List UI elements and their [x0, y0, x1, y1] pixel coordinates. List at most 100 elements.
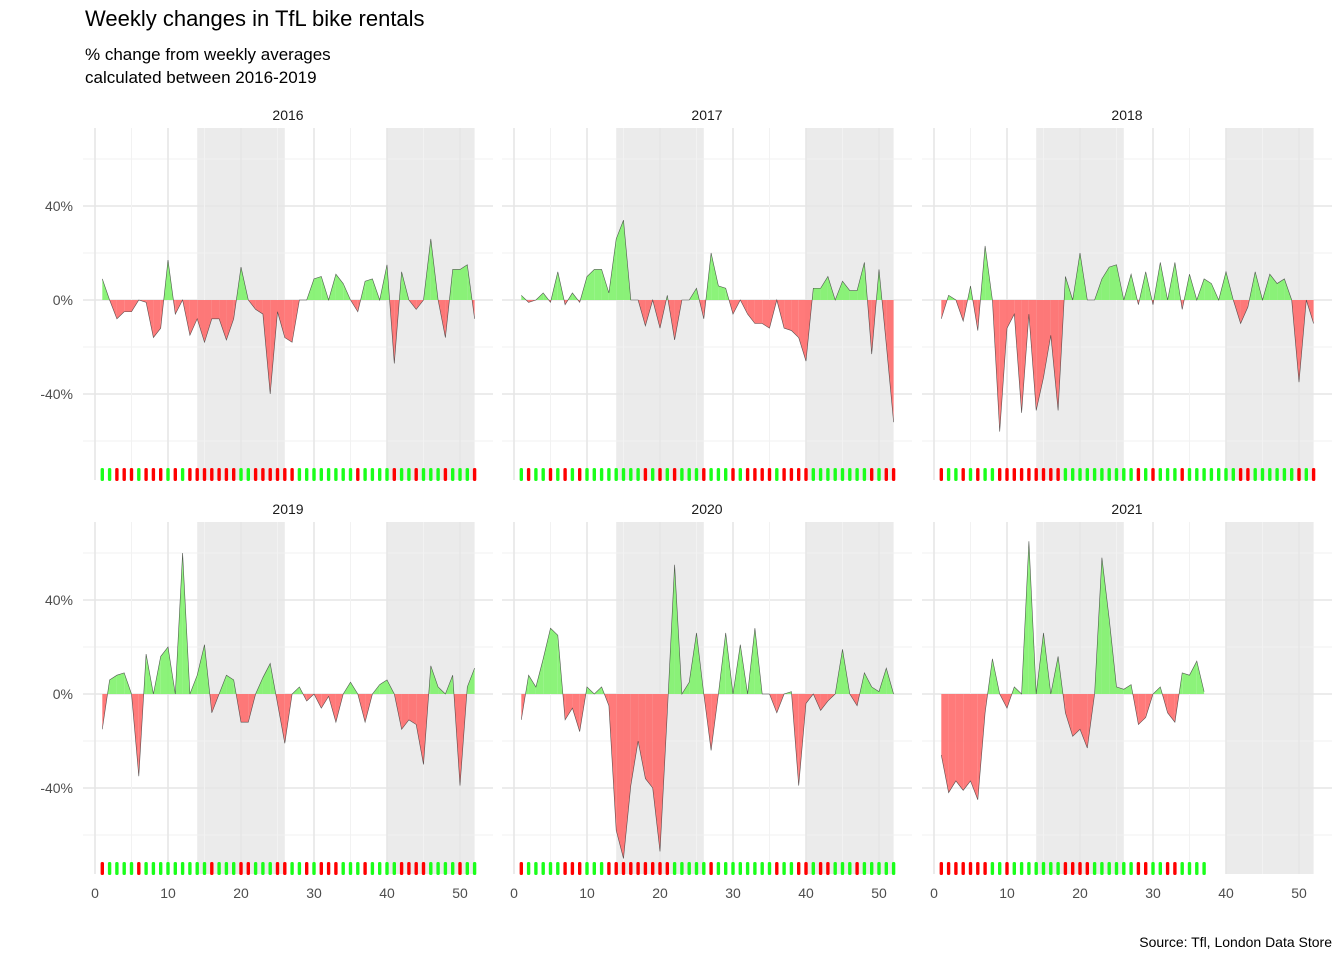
area-positive — [109, 675, 117, 694]
rug-tick — [1071, 468, 1075, 481]
rug-tick — [621, 468, 626, 481]
rug-tick — [968, 468, 973, 481]
area-negative — [1072, 694, 1080, 737]
rug-tick — [151, 862, 156, 875]
rug-tick — [1297, 468, 1301, 481]
area-negative — [784, 300, 792, 331]
rug-tick — [745, 468, 750, 481]
rug-tick — [563, 468, 567, 481]
rug-tick — [180, 468, 185, 481]
rug-tick — [224, 468, 229, 481]
area-positive — [601, 269, 609, 300]
rug-tick — [1078, 468, 1082, 481]
rug-tick — [939, 468, 943, 481]
area-positive — [813, 288, 821, 300]
x-tick-label: 30 — [1145, 885, 1161, 901]
rug-tick — [636, 468, 640, 481]
area-negative — [277, 694, 285, 744]
rug-tick — [472, 468, 477, 481]
rug-tick — [548, 862, 553, 875]
rug-tick — [1114, 862, 1119, 875]
rug-tick — [399, 468, 404, 481]
rug-tick — [665, 468, 669, 481]
rug-tick — [261, 468, 265, 481]
rug-tick — [348, 468, 353, 481]
rug-tick — [614, 862, 618, 875]
rug-tick — [961, 862, 965, 875]
panel-title: 2020 — [691, 501, 722, 517]
rug-tick — [983, 468, 987, 481]
rug-tick — [122, 468, 126, 481]
rug-tick — [137, 468, 141, 481]
x-tick-label: 20 — [1072, 885, 1088, 901]
series-line — [941, 541, 1205, 800]
rug-tick — [1282, 468, 1287, 481]
area-negative — [565, 694, 573, 720]
rug-tick — [188, 862, 192, 875]
rug-tick — [202, 862, 207, 875]
area-positive — [262, 663, 271, 694]
rug-tick — [1304, 468, 1308, 481]
rug-tick — [407, 468, 411, 481]
area-positive — [616, 220, 624, 300]
area-positive — [864, 672, 872, 694]
area-positive — [1123, 684, 1132, 694]
rug-tick — [1092, 468, 1097, 481]
rug-tick — [643, 468, 648, 481]
rug-tick — [891, 468, 896, 481]
rug-tick — [789, 468, 794, 481]
rug-tick — [1187, 468, 1192, 481]
area-negative — [1036, 300, 1044, 411]
rug-tick — [709, 862, 713, 875]
area-negative — [116, 300, 125, 319]
series-line — [102, 552, 475, 786]
rug-tick — [578, 468, 582, 481]
rug-tick — [385, 468, 389, 481]
rug-tick — [378, 468, 382, 481]
rug-tick — [210, 468, 214, 481]
rug-tick — [1173, 862, 1177, 875]
rug-tick — [804, 862, 808, 875]
rug-tick — [848, 862, 852, 875]
rug-tick — [607, 468, 611, 481]
series-line — [941, 245, 1314, 432]
rug-tick — [782, 468, 786, 481]
area-positive — [1101, 557, 1110, 694]
rug-tick — [811, 862, 815, 875]
rug-tick — [519, 862, 523, 875]
rug-tick — [1180, 468, 1184, 481]
area-positive — [849, 290, 858, 300]
rug-tick — [1238, 468, 1243, 481]
x-tick-label: 10 — [999, 885, 1015, 901]
rug-tick — [818, 862, 823, 875]
rug-tick — [946, 468, 951, 481]
rug-tick — [1063, 468, 1068, 481]
area-negative — [977, 694, 986, 800]
area-positive — [528, 675, 536, 694]
rug-tick — [954, 862, 958, 875]
rug-tick — [1012, 468, 1016, 481]
rug-tick — [862, 862, 867, 875]
area-negative — [124, 300, 132, 312]
rug-tick — [621, 862, 626, 875]
shaded-region — [387, 128, 475, 480]
rug-tick — [129, 862, 134, 875]
area-negative — [1007, 300, 1015, 329]
rug-tick — [1136, 862, 1141, 875]
rug-tick — [848, 468, 852, 481]
area-positive — [1109, 264, 1117, 300]
rug-tick — [592, 862, 596, 875]
rug-tick — [998, 468, 1002, 481]
rug-tick — [990, 468, 995, 481]
rug-tick — [443, 862, 448, 875]
rug-tick — [811, 468, 815, 481]
rug-tick — [556, 468, 560, 481]
area-positive — [594, 269, 602, 300]
rug-tick — [356, 862, 360, 875]
x-tick-label: 10 — [160, 885, 176, 901]
rug-tick — [702, 862, 706, 875]
rug-tick — [1246, 468, 1250, 481]
rug-tick — [195, 862, 199, 875]
rug-tick — [1290, 468, 1294, 481]
rug-tick — [283, 862, 287, 875]
